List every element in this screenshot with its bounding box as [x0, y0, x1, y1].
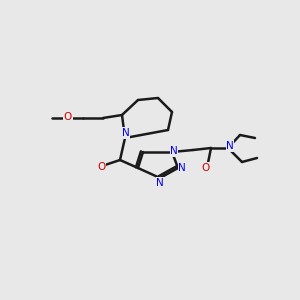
Text: O: O	[201, 163, 209, 173]
Text: O: O	[97, 162, 105, 172]
Text: N: N	[156, 178, 164, 188]
Text: N: N	[178, 163, 186, 173]
Text: O: O	[64, 112, 72, 122]
Text: N: N	[226, 141, 234, 151]
Text: N: N	[170, 146, 178, 156]
Text: N: N	[122, 128, 130, 138]
